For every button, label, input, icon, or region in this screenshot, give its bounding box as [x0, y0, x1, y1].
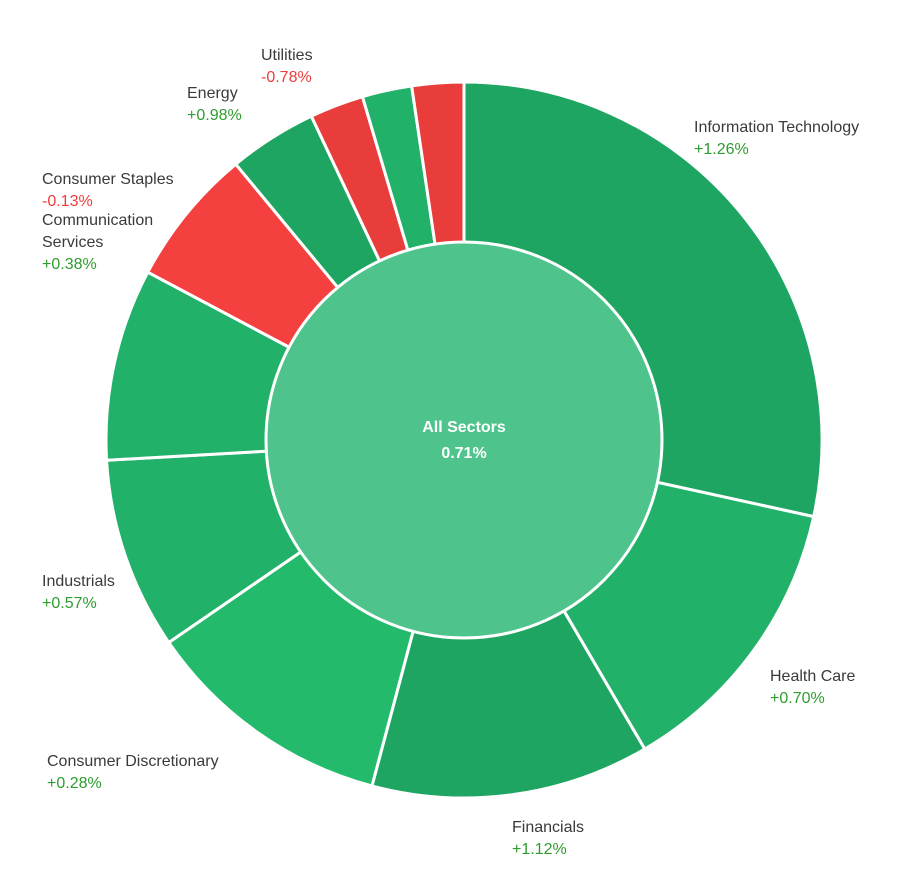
label-financials: Financials +1.12%	[512, 819, 584, 858]
donut-slices	[104, 80, 824, 800]
label-name-line: Services	[42, 234, 103, 251]
label-change: -0.13%	[42, 193, 93, 210]
label-change: +0.38%	[42, 256, 97, 273]
label-change: +0.70%	[770, 690, 825, 707]
label-change: +0.98%	[187, 107, 242, 124]
label-change: +0.28%	[47, 775, 102, 792]
label-name: Financials	[512, 819, 584, 836]
center-value: 0.71%	[441, 445, 486, 462]
label-energy: Energy +0.98%	[187, 85, 242, 124]
slice-labels: Information Technology +1.26% Health Care +…	[42, 47, 859, 858]
label-change: +1.12%	[512, 841, 567, 858]
center-disc	[264, 240, 664, 640]
label-change: -0.78%	[261, 69, 312, 86]
label-name-line: Communication	[42, 212, 153, 229]
label-name: Information Technology	[694, 119, 859, 136]
label-consumer-discretionary: Consumer Discretionary +0.28%	[47, 753, 219, 792]
label-information-technology: Information Technology +1.26%	[694, 119, 859, 158]
label-name: Consumer Discretionary	[47, 753, 219, 770]
label-name: Energy	[187, 85, 238, 102]
label-industrials: Industrials +0.57%	[42, 573, 115, 612]
label-name: Consumer Staples	[42, 171, 174, 188]
label-name: Health Care	[770, 668, 855, 685]
label-change: +0.57%	[42, 595, 97, 612]
label-name: Utilities	[261, 47, 313, 64]
label-consumer-staples: Consumer Staples -0.13%	[42, 171, 174, 210]
label-health-care: Health Care +0.70%	[770, 668, 855, 707]
label-communication-services: Communication Services +0.38%	[42, 212, 153, 273]
label-change: +1.26%	[694, 141, 749, 158]
label-name: Industrials	[42, 573, 115, 590]
label-utilities: Utilities -0.78%	[261, 47, 313, 86]
center-label: All Sectors	[422, 419, 506, 436]
